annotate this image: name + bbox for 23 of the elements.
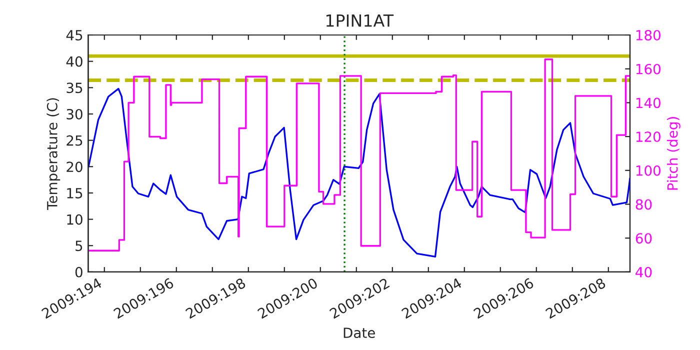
y2-tick-label: 180 bbox=[636, 30, 660, 40]
y-tick-label: 45 bbox=[66, 30, 82, 40]
y2-tick-label: 120 bbox=[636, 132, 660, 142]
y-axis-title: Temperature (C) bbox=[46, 98, 60, 210]
y2-tick-label: 160 bbox=[636, 64, 660, 74]
y2-axis-title: Pitch (deg) bbox=[666, 117, 680, 190]
y-tick-label: 15 bbox=[67, 188, 82, 198]
chart-title: 1PIN1AT bbox=[326, 14, 394, 27]
y-tick-label: 40 bbox=[66, 56, 82, 67]
y2-tick-label: 80 bbox=[636, 199, 652, 210]
y-tick-label: 35 bbox=[66, 82, 82, 94]
y2-tick-label: 40 bbox=[636, 266, 652, 278]
y2-tick-label: 140 bbox=[636, 98, 660, 108]
y-tick-label: 5 bbox=[76, 240, 82, 252]
y-tick-label: 25 bbox=[66, 135, 82, 146]
line-series bbox=[88, 88, 630, 258]
y-tick-label: 20 bbox=[66, 162, 82, 172]
y2-tick-label: 100 bbox=[636, 165, 660, 176]
x-axis-title: Date bbox=[344, 328, 375, 338]
y-tick-label: 10 bbox=[67, 214, 82, 225]
y-tick-label: 30 bbox=[66, 108, 82, 120]
y2-tick-label: 60 bbox=[636, 233, 652, 244]
y-tick-label: 0 bbox=[75, 266, 82, 278]
